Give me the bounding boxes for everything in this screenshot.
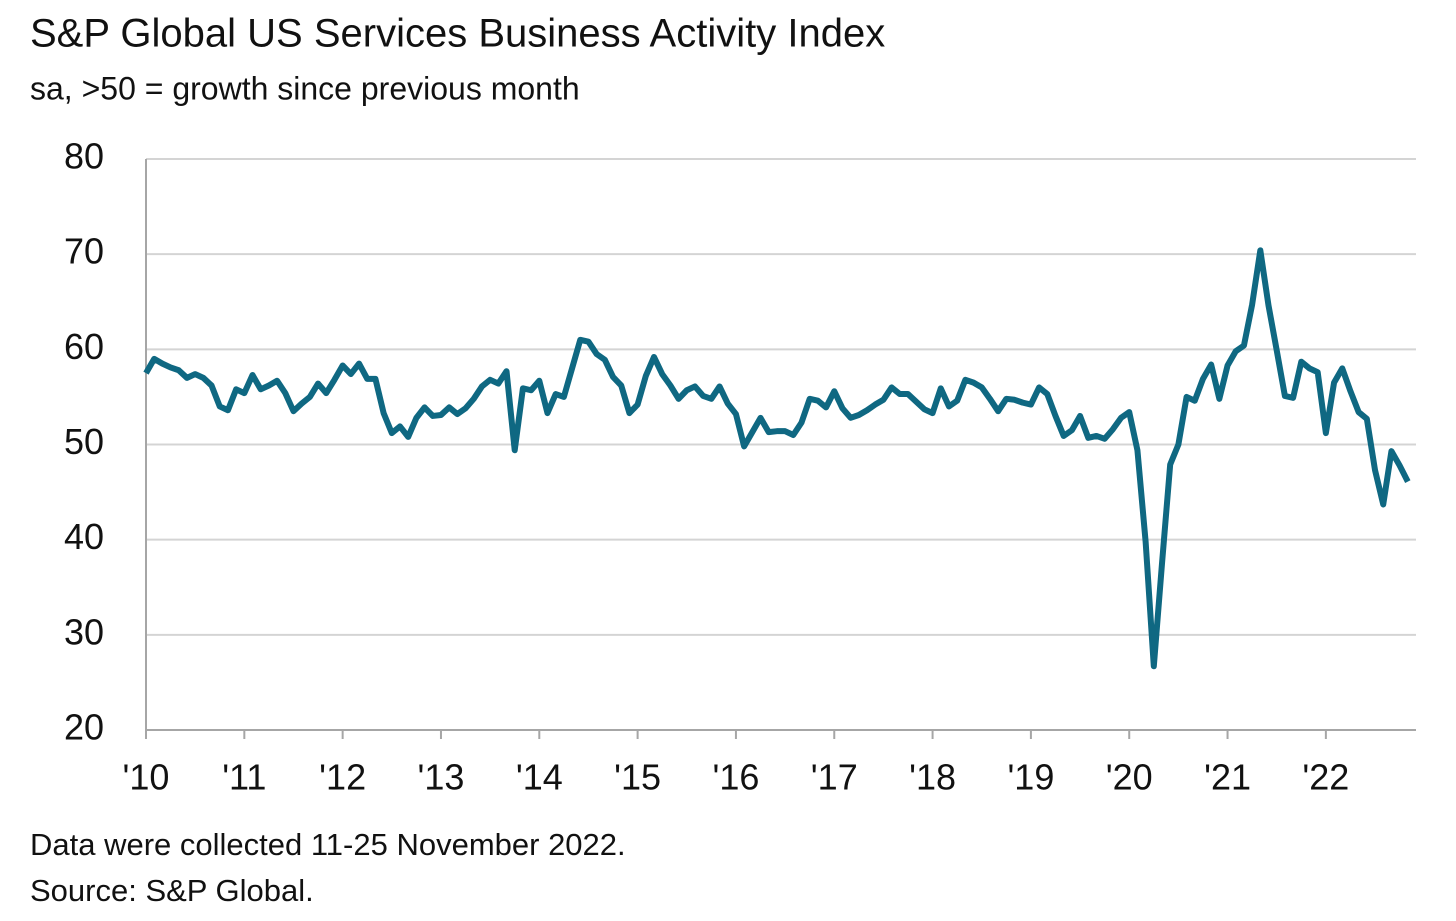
x-tick-label: '12	[319, 757, 366, 798]
y-tick-label: 70	[64, 231, 104, 272]
y-tick-label: 30	[64, 611, 104, 652]
y-tick-label: 40	[64, 516, 104, 557]
chart-subtitle: sa, >50 = growth since previous month	[30, 70, 580, 106]
x-tick-label: '21	[1204, 757, 1251, 798]
x-tick-label: '10	[123, 757, 170, 798]
x-tick-label: '17	[811, 757, 858, 798]
y-tick-label: 60	[64, 326, 104, 367]
footnote: Data were collected 11-25 November 2022.	[30, 827, 626, 862]
x-tick-label: '20	[1106, 757, 1153, 798]
x-tick-label: '16	[712, 757, 759, 798]
x-tick-label: '15	[614, 757, 661, 798]
x-tick-label: '11	[222, 757, 266, 798]
y-tick-label: 50	[64, 421, 104, 462]
x-tick-label: '14	[516, 757, 563, 798]
x-tick-label: '18	[909, 757, 956, 798]
y-tick-label: 80	[64, 136, 104, 177]
x-tick-label: '13	[418, 757, 465, 798]
footnote: Source: S&P Global.	[30, 873, 314, 908]
y-tick-label: 20	[64, 707, 104, 748]
data-line	[143, 247, 1411, 670]
chart-title: S&P Global US Services Business Activity…	[30, 12, 885, 56]
x-tick-label: '19	[1007, 757, 1054, 798]
x-tick-label: '22	[1302, 757, 1349, 798]
